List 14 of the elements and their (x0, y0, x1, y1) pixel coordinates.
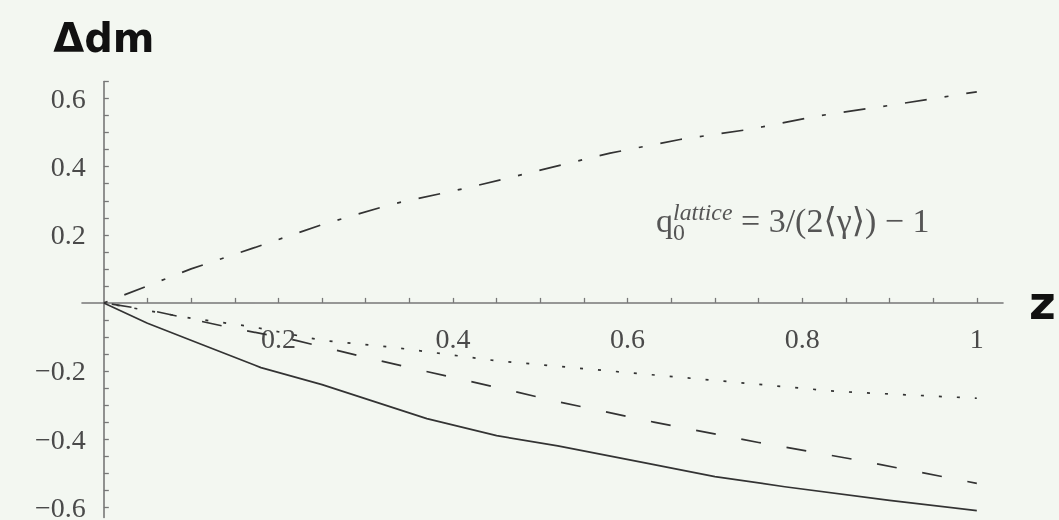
y-axis-title: Δdm (53, 14, 155, 61)
y-tick-label: −0.2 (35, 355, 86, 387)
y-tick-label: −0.4 (35, 423, 86, 455)
x-tick-label: 0.6 (610, 323, 646, 355)
y-tick-label: 0.6 (50, 83, 86, 115)
x-tick-label: 0.8 (784, 323, 820, 355)
annotation: q$_{0}$$^{lattice}$ = 3/(2⟨γ⟩) − 1 (656, 198, 930, 247)
x-axis-title: z (1029, 275, 1056, 330)
y-tick-label: −0.6 (35, 491, 86, 520)
x-tick-label: 0.4 (435, 323, 471, 355)
x-tick-label: 0.2 (260, 323, 296, 355)
y-tick-label: 0.4 (50, 151, 86, 183)
x-tick-label: 1 (969, 323, 984, 355)
y-tick-label: 0.2 (50, 219, 86, 251)
